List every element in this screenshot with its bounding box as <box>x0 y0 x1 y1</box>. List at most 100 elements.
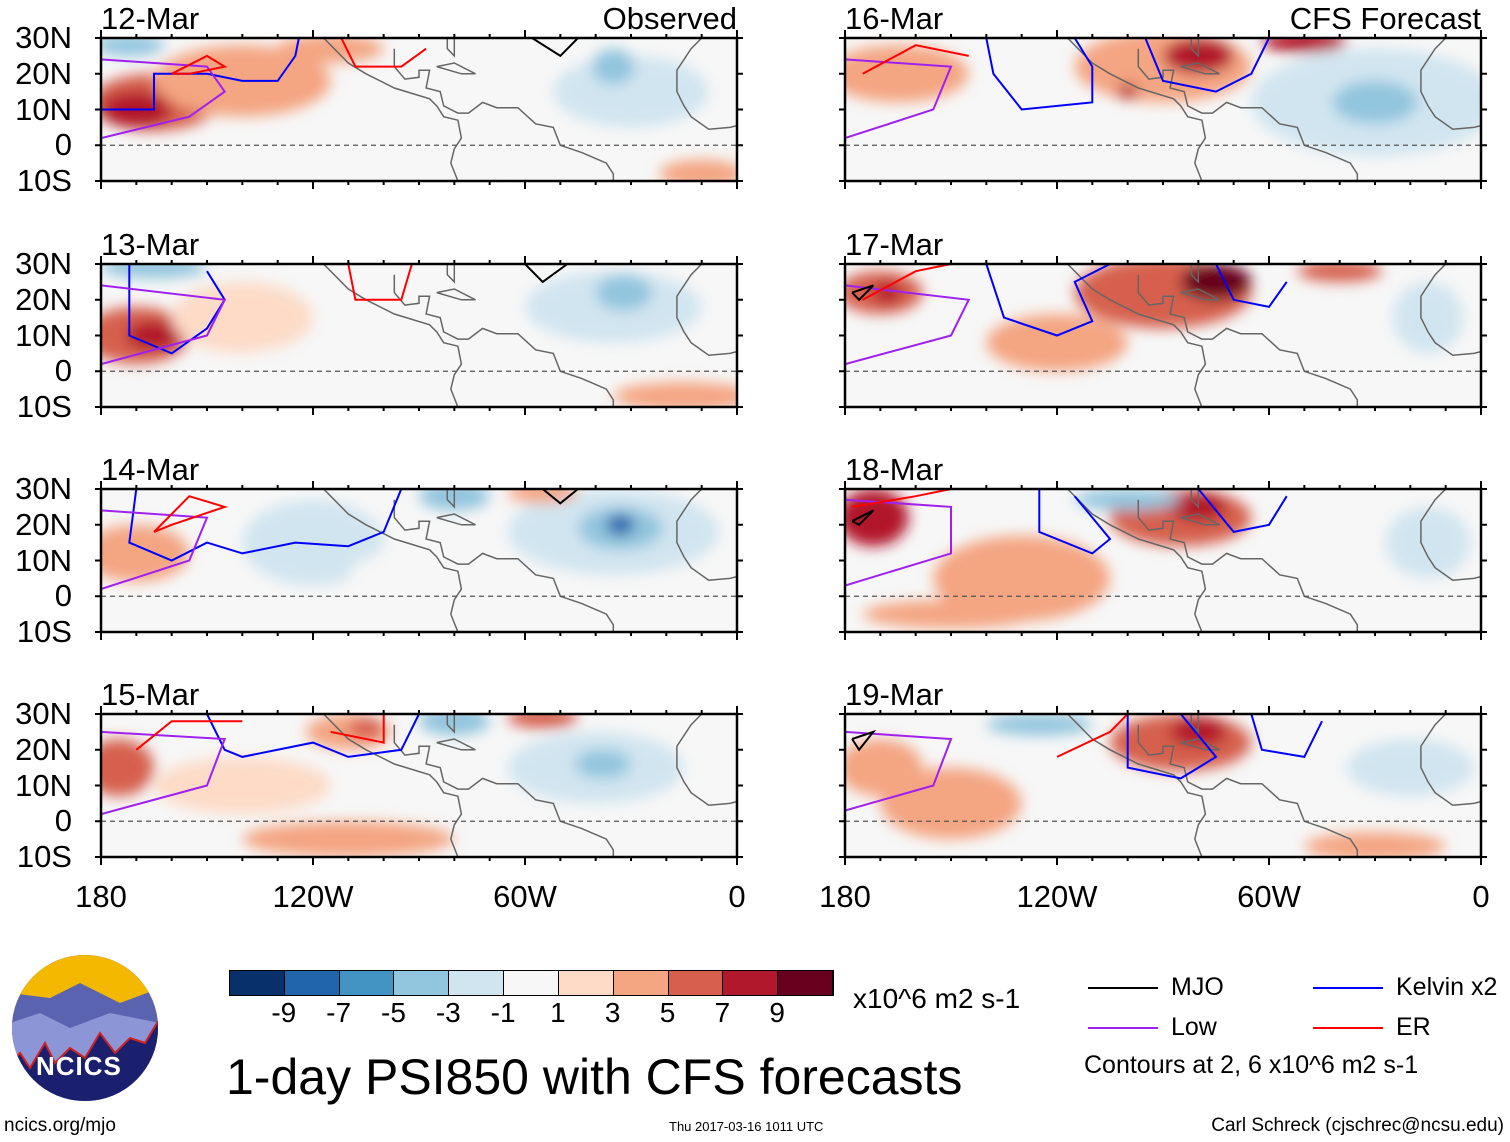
colorbar-swatch <box>723 971 779 995</box>
wave-contour <box>153 495 228 533</box>
wave-contour <box>845 284 971 366</box>
colorbar-swatch <box>339 971 395 995</box>
colorbar-swatch <box>778 971 833 995</box>
legend-label: MJO <box>1171 973 1224 1001</box>
colorbar-swatch <box>394 971 450 995</box>
colorbar-swatch <box>449 971 505 995</box>
wave-contour <box>542 489 579 505</box>
coastline <box>393 48 615 181</box>
anomaly-shading <box>659 159 737 181</box>
wave-contour <box>985 264 1111 337</box>
coastline <box>1180 62 1220 75</box>
wave-contour <box>101 509 209 591</box>
colorbar-label: 5 <box>659 997 676 1028</box>
coastline <box>1190 38 1200 58</box>
legend-label: Kelvin x2 <box>1396 973 1498 1001</box>
y-tick-label: 30N <box>15 20 72 55</box>
coastline <box>393 724 615 857</box>
anomaly-shading <box>845 45 969 103</box>
anomaly-shading <box>986 714 1093 736</box>
colorbar-swatch <box>230 971 285 995</box>
coastline <box>1067 38 1207 181</box>
map-panel <box>95 30 743 189</box>
legend-label: ER <box>1396 1013 1431 1041</box>
coastline <box>676 489 737 581</box>
wave-contour <box>851 284 875 302</box>
coastline <box>1180 738 1220 751</box>
wave-contour <box>101 284 227 366</box>
wave-contour <box>862 44 969 75</box>
x-tick-label: 180 <box>75 879 127 914</box>
x-tick-label: 120W <box>1016 879 1098 914</box>
anomaly-shading <box>125 321 183 350</box>
y-tick-label: 10S <box>16 614 72 649</box>
anomaly-shading <box>1346 739 1474 797</box>
anomaly-shading <box>1385 506 1471 579</box>
coastline <box>1420 714 1481 806</box>
anomaly-shading <box>553 55 709 128</box>
coastline <box>446 714 456 734</box>
y-tick-label: 10N <box>15 317 72 353</box>
colorbar-label: 3 <box>604 997 621 1028</box>
y-tick-label: 20N <box>15 506 72 542</box>
contour-note: Contours at 2, 6 x10^6 m2 s-1 <box>1084 1051 1419 1079</box>
map-panel <box>839 30 1487 189</box>
coastline <box>436 738 476 751</box>
panel-date: 13-Mar <box>101 227 200 262</box>
wave-contour <box>340 38 427 68</box>
coastline <box>1190 489 1200 509</box>
anomaly-shading <box>1332 80 1418 124</box>
y-tick-label: 30N <box>15 471 72 506</box>
coastline <box>446 38 456 58</box>
y-tick-label: 30N <box>15 246 72 281</box>
anomaly-shading <box>507 489 578 504</box>
wave-contour <box>1250 714 1323 759</box>
anomaly-shading <box>595 274 653 311</box>
y-tick-label: 10S <box>16 163 72 198</box>
field-layer <box>845 38 1481 181</box>
anomaly-shading <box>507 714 578 729</box>
wave-contour <box>1038 489 1112 555</box>
y-tick-label: 10S <box>16 839 72 874</box>
anomaly-shading <box>1261 38 1347 53</box>
shading <box>101 714 684 857</box>
wave-contour <box>330 714 385 744</box>
wave-contour <box>206 714 420 758</box>
map-panel <box>839 706 1487 865</box>
panel-date: 19-Mar <box>845 677 944 712</box>
colorbar-swatch <box>504 971 559 995</box>
x-tick-label: 120W <box>272 879 354 914</box>
y-tick-label: 10N <box>15 767 72 803</box>
figure-title: 1-day PSI850 with CFS forecasts <box>226 1049 963 1105</box>
wave-contour <box>101 730 227 816</box>
wave-contour <box>347 264 413 301</box>
shading <box>845 714 1474 857</box>
coastline <box>1190 264 1200 284</box>
coastline <box>1420 38 1481 130</box>
anomaly-shading <box>277 38 384 64</box>
coastline <box>446 489 456 509</box>
anomaly-shading <box>986 314 1128 372</box>
footer-url[interactable]: ncics.org/mjo <box>4 1115 116 1136</box>
colorbar-swatch <box>284 971 340 995</box>
panel-date: 18-Mar <box>845 452 944 487</box>
anomaly-shading <box>592 48 635 85</box>
coastline <box>1137 48 1359 181</box>
x-tick-label: 0 <box>728 879 746 914</box>
coastline <box>436 62 476 75</box>
y-tick-label: 0 <box>54 803 72 839</box>
anomaly-shading <box>171 281 313 354</box>
anomaly-shading <box>154 756 331 815</box>
wave-contour <box>845 730 953 812</box>
wave-contour <box>171 54 228 75</box>
wave-contour <box>531 38 579 58</box>
panel-date: 14-Mar <box>101 452 200 487</box>
legend-line <box>1088 1027 1158 1029</box>
wave-contour <box>845 498 952 587</box>
colorbar-units: x10^6 m2 s-1 <box>853 983 1021 1014</box>
legend-line <box>1088 987 1158 989</box>
map-panel <box>839 256 1487 415</box>
coastline <box>436 288 476 301</box>
coastline <box>393 274 615 407</box>
wave-contour <box>851 489 952 508</box>
